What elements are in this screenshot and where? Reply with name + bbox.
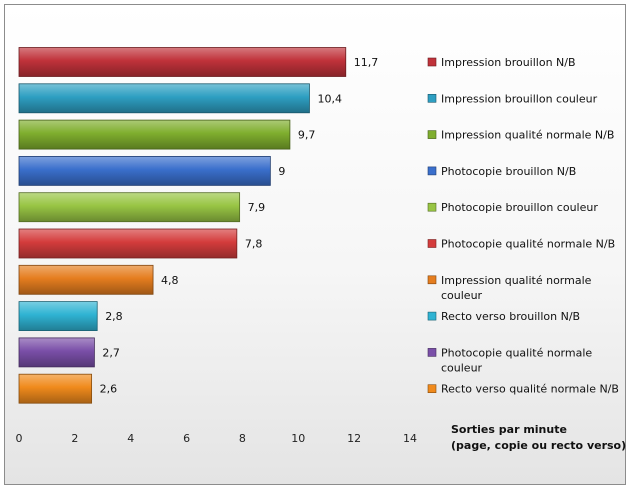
x-tick-label: 6 — [183, 432, 190, 445]
legend-swatch — [427, 384, 437, 394]
legend-label: Photocopie brouillon couleur — [441, 201, 598, 214]
legend-item: Impression brouillon couleur — [427, 92, 598, 105]
legend-label: Recto verso qualité normale N/B — [441, 383, 619, 396]
bars-layer: 11,7 10,4 9,7 9 7,9 7,8 4,8 2,8 2,7 2,6 — [18, 47, 379, 404]
x-tick-label: 4 — [127, 432, 134, 445]
x-tick-label: 12 — [347, 432, 361, 445]
legend-label: Impression brouillon couleur — [441, 92, 598, 105]
legend-swatch — [427, 348, 437, 357]
legend-item: Recto verso brouillon N/B — [427, 310, 580, 323]
data-label: 7,8 — [245, 238, 262, 251]
legend-swatch — [427, 275, 437, 285]
legend-item: Photocopie qualité normale N/B — [427, 238, 615, 251]
legend-label: Impression qualité normale couleur — [441, 274, 592, 302]
legend-swatch — [427, 202, 437, 212]
legend-item: Impression brouillon N/B — [427, 56, 576, 69]
legend-swatch — [427, 166, 437, 176]
x-tick-label: 0 — [16, 432, 23, 445]
legend: Impression brouillon N/B Impression broui… — [427, 56, 619, 396]
legend-label: Impression brouillon N/B — [441, 56, 576, 69]
legend-label: Photocopie qualité normale couleur — [441, 346, 592, 374]
legend-swatch — [427, 239, 437, 248]
legend-swatch — [427, 57, 437, 67]
legend-label: Impression qualité normale N/B — [441, 129, 614, 142]
legend-item: Photocopie qualité normale couleur — [427, 346, 592, 374]
bar — [18, 192, 241, 223]
data-label: 9 — [278, 165, 285, 178]
data-label: 2,8 — [105, 310, 123, 323]
legend-swatch — [427, 94, 437, 103]
x-tick-label: 14 — [403, 432, 417, 445]
x-tick-label: 10 — [291, 432, 305, 445]
legend-item: Photocopie brouillon couleur — [427, 201, 598, 214]
legend-item: Photocopie brouillon N/B — [427, 165, 576, 178]
legend-swatch — [427, 130, 437, 139]
x-axis-title: Sorties par minute (page, copie ou recto … — [451, 423, 626, 452]
data-label: 7,9 — [248, 201, 266, 214]
legend-item: Impression qualité normale couleur — [427, 274, 592, 302]
legend-item: Recto verso qualité normale N/B — [427, 383, 619, 396]
data-label: 9,7 — [298, 129, 316, 142]
bar — [18, 155, 271, 186]
legend-label: Photocopie brouillon N/B — [441, 165, 576, 178]
data-label: 10,4 — [317, 92, 342, 105]
legend-label: Recto verso brouillon N/B — [441, 310, 580, 323]
bar — [18, 83, 310, 114]
x-tick-label: 2 — [71, 432, 78, 445]
bar — [18, 301, 98, 332]
data-label: 4,8 — [161, 274, 179, 287]
x-tick-label: 8 — [239, 432, 246, 445]
bar — [18, 337, 95, 368]
bar — [18, 228, 238, 259]
legend-label: Photocopie qualité normale N/B — [441, 238, 615, 251]
data-label: 2,7 — [102, 346, 120, 359]
x-axis: 0 2 4 6 8 10 12 14 — [16, 432, 418, 445]
legend-swatch — [427, 311, 437, 321]
bar — [18, 119, 291, 150]
bar — [18, 373, 93, 404]
data-label: 11,7 — [354, 56, 379, 69]
data-label: 2,6 — [100, 383, 118, 396]
bar — [18, 264, 154, 295]
bar — [18, 47, 347, 77]
legend-item: Impression qualité normale N/B — [427, 129, 614, 142]
